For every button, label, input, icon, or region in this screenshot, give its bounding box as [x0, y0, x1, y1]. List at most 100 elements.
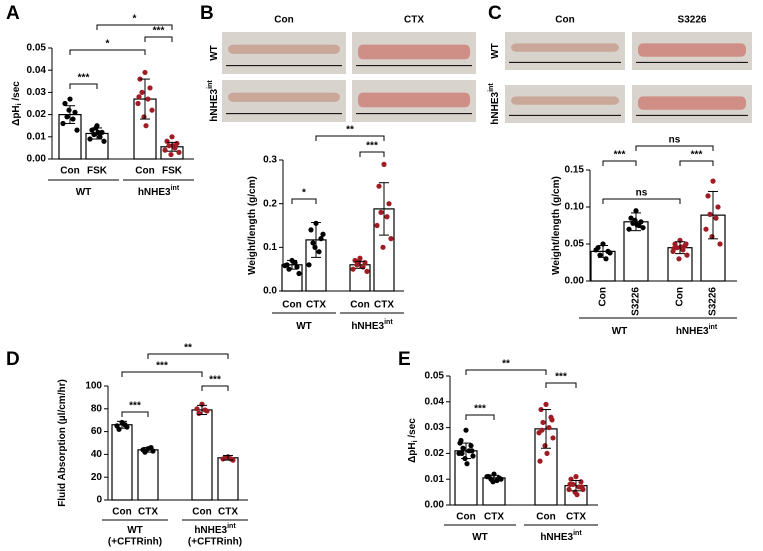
error-bar	[571, 479, 581, 492]
error-bar	[197, 404, 207, 415]
significance-bracket	[121, 371, 203, 377]
data-point	[459, 450, 465, 456]
y-tick-label: 80	[91, 403, 103, 414]
x-tick-label: CTX	[374, 300, 394, 311]
data-point	[312, 244, 318, 250]
data-point	[607, 250, 613, 256]
y-axis-label-sub: i	[412, 440, 419, 442]
data-point	[460, 445, 466, 451]
data-point	[162, 147, 168, 153]
group-label-sup: int	[384, 319, 393, 326]
photo-row-label-sup: int	[488, 83, 495, 92]
photo-column-label: S3226	[678, 15, 707, 26]
data-point	[464, 461, 470, 467]
y-axis-label-text: ΔpH	[407, 442, 418, 463]
significance-label: ***	[209, 375, 221, 386]
photo	[505, 32, 625, 70]
group-label-sup: int	[709, 324, 718, 331]
data-point	[384, 214, 390, 220]
error-bar	[92, 127, 102, 140]
data-point	[64, 114, 70, 120]
data-point	[671, 245, 677, 252]
error-bar	[223, 455, 233, 461]
data-point	[318, 236, 324, 242]
data-point	[597, 252, 603, 258]
data-point	[296, 270, 302, 277]
group-label-sup: int	[171, 185, 180, 192]
x-tick-label: Con	[350, 300, 369, 311]
data-point	[593, 247, 599, 253]
photo	[632, 85, 752, 123]
data-point	[684, 252, 690, 258]
photo-row-label-sup: int	[207, 80, 214, 89]
data-point	[122, 422, 128, 428]
group-label: hNHE3int	[194, 523, 236, 536]
data-point	[168, 151, 174, 158]
error-bar	[167, 141, 177, 152]
y-tick-label: 0.1	[263, 242, 277, 253]
data-point	[628, 215, 634, 221]
photo-row-label-text: hNHE3	[490, 91, 501, 124]
y-tick-label: 0	[96, 495, 102, 506]
significance-label: ns	[669, 135, 681, 146]
photo	[222, 80, 346, 122]
bar	[623, 221, 649, 282]
data-point	[194, 406, 200, 412]
y-tick-label: 0.05	[565, 239, 585, 250]
y-tick-label: 0.02	[27, 109, 47, 120]
data-point	[308, 227, 314, 233]
y-tick-label: 0.03	[27, 87, 47, 98]
significance-label: ***	[78, 73, 90, 84]
photo	[352, 32, 476, 74]
y-tick-label: 0.05	[425, 371, 445, 382]
data-point	[542, 443, 548, 449]
data-point	[70, 116, 76, 122]
y-tick-label: 20	[91, 472, 103, 483]
data-point	[67, 96, 73, 102]
y-tick-label: 0.01	[27, 131, 47, 142]
photo-tissue	[228, 44, 340, 54]
data-point	[579, 484, 585, 490]
photo-tissue	[511, 96, 619, 105]
bar	[111, 424, 133, 501]
photo	[632, 32, 752, 70]
group-label-line2: (+CFTRinh)	[188, 537, 242, 548]
photo-row-label: hNHE3int	[207, 80, 220, 122]
y-axis-label: ΔpHi /sec	[11, 81, 23, 126]
error-bar	[143, 447, 153, 453]
bar	[217, 457, 239, 501]
error-bar	[311, 221, 321, 258]
significance-bracket	[144, 36, 173, 42]
x-tick-label: Con	[60, 166, 79, 177]
significance-label: ***	[474, 404, 486, 415]
photo-row-label-text: hNHE3	[209, 88, 220, 121]
data-point	[292, 260, 298, 266]
group-label-text: WT	[127, 525, 143, 536]
photo-tissue	[358, 92, 470, 108]
data-point	[282, 263, 288, 269]
x-tick-label: FSK	[162, 166, 183, 177]
data-point	[136, 94, 142, 100]
significance-bracket	[602, 198, 681, 204]
photo-tissue	[228, 92, 340, 102]
photo-column-label: Con	[274, 15, 293, 26]
group-label-text: WT	[76, 187, 92, 198]
data-point	[386, 201, 392, 207]
data-point	[463, 427, 469, 433]
photo-column-label: CTX	[404, 15, 424, 26]
data-point	[457, 440, 463, 446]
photo-column-label: Con	[555, 15, 574, 26]
photo	[222, 32, 346, 74]
x-tick-label: Con	[135, 166, 154, 177]
data-point	[228, 456, 234, 462]
data-point	[135, 100, 141, 107]
data-point	[60, 120, 66, 127]
group-label-text: hNHE3	[540, 532, 573, 543]
data-point	[147, 85, 153, 91]
data-point	[89, 127, 95, 133]
data-point	[380, 244, 386, 250]
significance-label: *	[106, 39, 110, 50]
data-point	[634, 222, 640, 228]
photo-tissue	[638, 96, 746, 110]
significance-label: **	[502, 359, 510, 370]
